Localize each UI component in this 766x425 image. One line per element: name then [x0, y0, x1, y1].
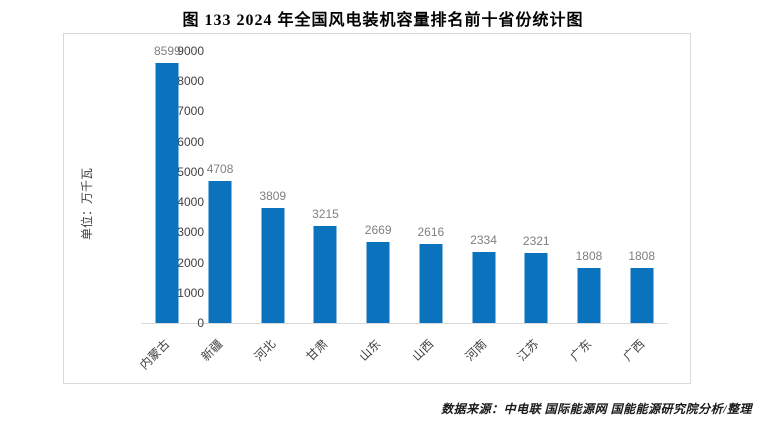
- x-axis-tick-label: 内蒙古: [137, 336, 173, 373]
- bar-广东: [577, 268, 601, 323]
- bar-value-label: 4708: [206, 161, 234, 176]
- y-axis-title: 单位：万千瓦: [79, 167, 94, 240]
- chart-title: 图 133 2024 年全国风电装机容量排名前十省份统计图: [182, 12, 584, 29]
- bar-河北: [261, 207, 285, 323]
- data-source-note: 数据来源：中电联 国际能源网 国能能源研究院分析/整理: [441, 402, 752, 416]
- bar-value-label: 2334: [470, 233, 497, 248]
- bar-内蒙古: [155, 63, 179, 323]
- bar-河南: [472, 252, 496, 323]
- y-axis-tick-label: 3000: [177, 225, 204, 240]
- bar-山东: [366, 242, 390, 323]
- bar-slot: 3809: [246, 51, 299, 323]
- bar-甘肃: [313, 225, 337, 323]
- bar-series: 8599 4708 3809 3215 2669 2616 2334 2321 1808 1808: [141, 44, 668, 323]
- x-axis-tick-label: 广东: [567, 336, 595, 364]
- bar-value-label: 2616: [417, 224, 445, 239]
- x-axis-tick-label: 山东: [356, 336, 384, 364]
- bar-value-label: 1808: [628, 249, 656, 264]
- bar-slot: 2334: [457, 51, 510, 323]
- y-axis-tick-label: 6000: [177, 134, 204, 149]
- plot-area: 0 1000 2000 3000 4000 5000 6000 7000 8000 9000 85…: [137, 44, 668, 372]
- bar-slot: 1808: [615, 51, 668, 323]
- y-axis-tick-label: 9000: [177, 44, 204, 58]
- bar-slot: 2321: [510, 51, 563, 323]
- bar-value-label: 8599: [153, 44, 181, 59]
- x-axis-tick-label: 甘肃: [303, 336, 331, 364]
- x-axis-tick-label: 河北: [251, 336, 279, 364]
- bar-value-label: 3809: [259, 188, 287, 203]
- y-axis-tick-label: 7000: [177, 104, 204, 119]
- chart-frame: 单位：万千瓦 0 1000 2000 3000 4000 5000 6000 7000 8000…: [63, 33, 691, 384]
- y-axis-tick-label: 4000: [177, 195, 204, 210]
- bar-slot: 4708: [194, 51, 247, 323]
- bar-value-label: 2321: [522, 233, 550, 248]
- bar-value-label: 3215: [312, 206, 339, 221]
- bar-山西: [419, 243, 443, 323]
- y-axis-ticks: 0 1000 2000 3000 4000 5000 6000 7000 8000 9000: [141, 45, 211, 329]
- y-axis-tick-label: 5000: [177, 164, 204, 179]
- bar-slot: 3215: [299, 51, 352, 323]
- y-axis-tick-label: 2000: [177, 255, 204, 270]
- bar-新疆: [208, 180, 232, 323]
- bar-slot: 2616: [405, 51, 458, 323]
- y-axis-tick-label: 0: [197, 316, 204, 330]
- bar-value-label: 2669: [364, 223, 392, 238]
- bar-江苏: [524, 252, 548, 323]
- x-axis-tick-label: 江苏: [514, 336, 542, 364]
- bar-slot: 8599: [141, 44, 194, 323]
- bar-value-label: 1808: [575, 249, 603, 264]
- bar-slot: 2669: [352, 51, 405, 323]
- x-axis-labels: 内蒙古 新疆 河北 甘肃 山东 山西 河南 江苏 广东 广西: [137, 323, 668, 383]
- bar-广西: [630, 268, 654, 323]
- x-axis-tick-label: 河南: [461, 336, 489, 364]
- bar-slot: 1808: [563, 51, 616, 323]
- x-axis-tick-label: 新疆: [198, 336, 226, 364]
- y-axis-tick-label: 1000: [177, 285, 204, 300]
- x-axis-tick-label: 山西: [409, 336, 437, 364]
- x-axis-tick-label: 广西: [620, 336, 647, 364]
- y-axis-tick-label: 8000: [177, 74, 204, 89]
